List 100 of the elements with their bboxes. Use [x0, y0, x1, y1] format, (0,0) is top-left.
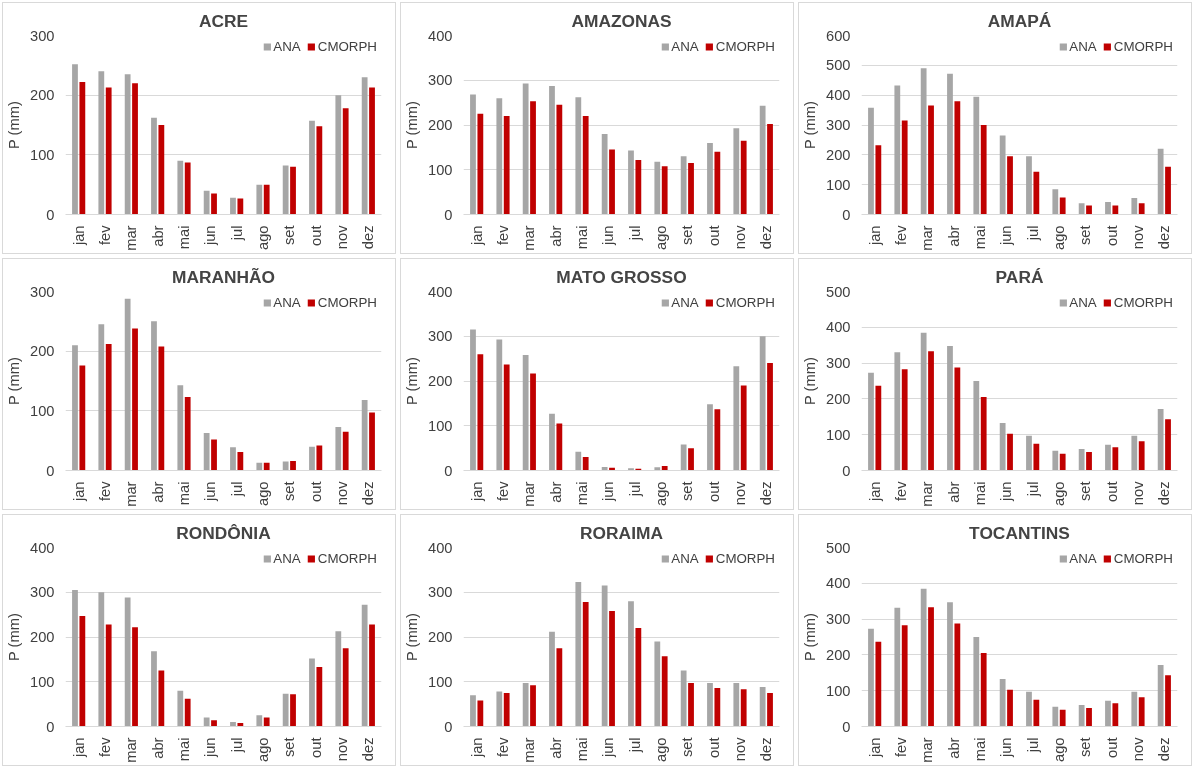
- y-tick-label: 0: [444, 718, 453, 735]
- x-tick-label: jun: [600, 737, 617, 759]
- legend-label: CMORPH: [1113, 39, 1173, 54]
- y-tick-label: 100: [30, 402, 55, 419]
- legend-label: ANA: [671, 39, 699, 54]
- x-tick-label: jul: [228, 737, 245, 754]
- chart-title: AMAPÁ: [987, 10, 1052, 31]
- x-tick-label: nov: [1130, 736, 1146, 762]
- x-tick-label: out: [705, 737, 722, 758]
- x-tick-label: jul: [228, 481, 245, 498]
- y-tick-label: 0: [46, 462, 55, 479]
- x-tick-label: ago: [255, 225, 271, 250]
- y-axis-title: P (mm): [802, 357, 819, 406]
- x-tick-label: jan: [866, 225, 883, 247]
- x-tick-label: abr: [547, 481, 564, 503]
- x-tick-label: abr: [945, 737, 962, 759]
- x-tick-label: mai: [972, 225, 988, 250]
- x-tick-label: abr: [149, 225, 166, 247]
- x-tick-label: fev: [97, 480, 113, 502]
- y-tick-label: 100: [428, 417, 453, 434]
- chart-title: AMAZONAS: [571, 10, 672, 31]
- x-tick-label: jan: [70, 481, 87, 503]
- x-tick-label: mai: [176, 737, 192, 762]
- x-tick-label: dez: [360, 225, 377, 250]
- y-tick-label: 0: [842, 462, 851, 479]
- chart-title: ACRE: [198, 10, 249, 31]
- x-tick-label: mai: [176, 225, 192, 250]
- legend-label: CMORPH: [715, 551, 775, 566]
- x-tick-label: out: [1103, 225, 1120, 246]
- x-tick-label: fev: [97, 224, 113, 246]
- legend-label: ANA: [273, 295, 301, 310]
- x-tick-label: set: [1077, 225, 1094, 246]
- x-tick-label: abr: [945, 481, 962, 503]
- x-tick-label: out: [307, 737, 324, 758]
- x-tick-label: mai: [972, 737, 988, 762]
- y-tick-label: 300: [428, 328, 453, 345]
- x-tick-label: nov: [1130, 480, 1146, 506]
- y-axis-title: P (mm): [6, 101, 23, 150]
- x-tick-label: out: [307, 225, 324, 246]
- y-axis-title: P (mm): [802, 613, 819, 662]
- y-tick-label: 300: [30, 27, 55, 44]
- x-tick-label: nov: [1130, 224, 1146, 250]
- x-tick-label: dez: [1156, 737, 1173, 762]
- y-tick-label: 200: [30, 629, 55, 645]
- x-tick-label: set: [1077, 737, 1094, 758]
- y-tick-label: 200: [428, 629, 453, 645]
- x-tick-label: jul: [1024, 225, 1041, 242]
- legend-label: ANA: [273, 551, 301, 566]
- y-tick-label: 400: [826, 87, 851, 104]
- x-tick-label: fev: [893, 480, 909, 502]
- legend-label: CMORPH: [1113, 551, 1173, 566]
- y-tick-label: 0: [46, 206, 55, 223]
- y-tick-label: 400: [30, 539, 55, 556]
- x-tick-label: mar: [521, 481, 538, 507]
- x-tick-label: ago: [1051, 737, 1067, 762]
- x-tick-label: set: [281, 481, 298, 502]
- x-tick-label: set: [281, 737, 298, 758]
- x-tick-label: nov: [732, 224, 748, 250]
- y-tick-label: 100: [826, 176, 851, 193]
- y-tick-label: 200: [826, 646, 851, 663]
- y-tick-label: 0: [842, 206, 851, 223]
- legend-label: ANA: [671, 551, 699, 566]
- legend-label: CMORPH: [317, 39, 377, 54]
- x-tick-label: ago: [1051, 481, 1067, 506]
- y-tick-label: 300: [428, 72, 453, 89]
- x-tick-label: jun: [600, 481, 617, 503]
- y-axis-title: P (mm): [6, 613, 23, 662]
- x-tick-label: mar: [919, 737, 936, 763]
- x-tick-label: jun: [202, 225, 219, 247]
- x-tick-label: jan: [70, 737, 87, 759]
- x-tick-label: fev: [495, 224, 511, 246]
- x-tick-label: jun: [202, 481, 219, 503]
- x-tick-label: abr: [547, 737, 564, 759]
- x-tick-label: jan: [468, 481, 485, 503]
- x-tick-label: dez: [360, 481, 377, 506]
- x-tick-label: jul: [626, 737, 643, 754]
- x-tick-label: jan: [468, 225, 485, 247]
- x-tick-label: out: [1103, 737, 1120, 758]
- x-tick-label: dez: [1156, 481, 1173, 506]
- chart-title: MARANHÃO: [172, 266, 275, 287]
- x-tick-label: jul: [228, 225, 245, 242]
- y-tick-label: 300: [30, 283, 55, 300]
- y-tick-label: 200: [428, 117, 453, 133]
- x-tick-label: jul: [626, 225, 643, 242]
- x-tick-label: jun: [600, 225, 617, 247]
- y-tick-label: 0: [444, 206, 453, 223]
- y-axis-title: P (mm): [802, 101, 819, 150]
- x-tick-label: jan: [70, 225, 87, 247]
- y-axis-title: P (mm): [6, 357, 23, 406]
- y-tick-label: 200: [826, 146, 851, 163]
- legend-label: CMORPH: [317, 295, 377, 310]
- x-tick-label: jul: [626, 481, 643, 498]
- y-tick-label: 300: [826, 355, 851, 372]
- legend-label: ANA: [1069, 295, 1097, 310]
- x-tick-label: fev: [495, 736, 511, 758]
- x-tick-label: jan: [468, 737, 485, 759]
- x-tick-label: mai: [972, 481, 988, 506]
- x-tick-label: set: [679, 481, 696, 502]
- y-axis-title: P (mm): [404, 357, 421, 406]
- chart-title: TOCANTINS: [969, 522, 1070, 543]
